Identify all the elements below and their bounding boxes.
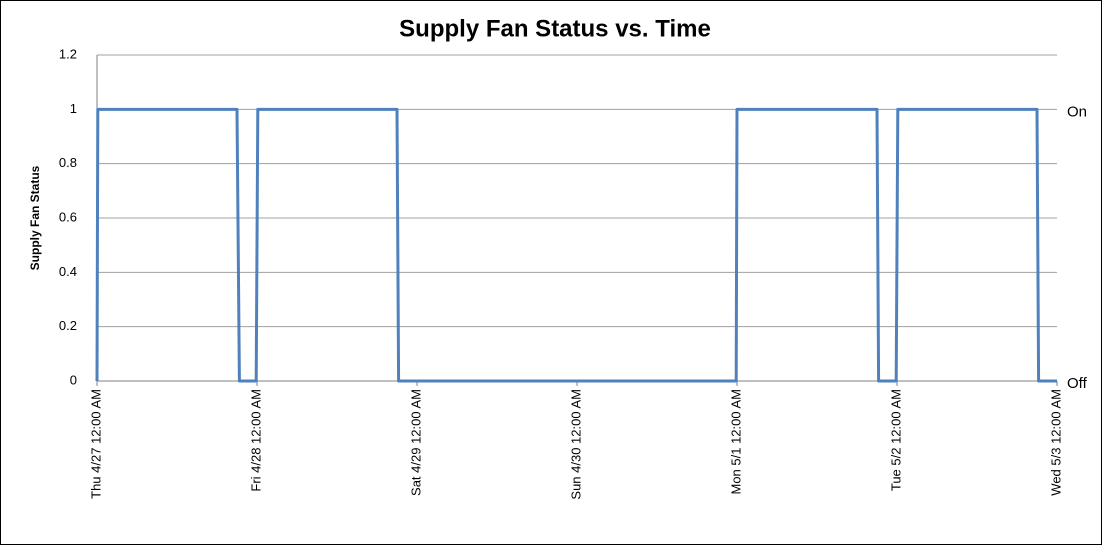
x-tick-label: Sun 4/30 12:00 AM [568,389,583,500]
y-tick-label: 1.2 [59,46,77,61]
y-tick-label: 0.8 [59,155,77,170]
y-tick-label: 0 [70,372,77,387]
x-tick-label: Thu 4/27 12:00 AM [88,389,103,499]
y-tick-label: 0.6 [59,209,77,224]
annotation: On [1067,103,1087,120]
y-tick-label: 0.4 [59,264,77,279]
x-tick-label: Sat 4/29 12:00 AM [408,389,423,496]
x-tick-label: Tue 5/2 12:00 AM [888,389,903,491]
y-axis-label: Supply Fan Status [28,165,42,270]
y-tick-label: 1 [70,101,77,116]
y-tick-label: 0.2 [59,318,77,333]
data-line [95,107,1057,383]
x-tick-label: Fri 4/28 12:00 AM [248,389,263,492]
x-tick-label: Mon 5/1 12:00 AM [728,389,743,495]
chart-title: Supply Fan Status vs. Time [399,15,711,42]
x-tick-label: Wed 5/3 12:00 AM [1048,389,1063,496]
annotation: Off [1067,375,1088,392]
